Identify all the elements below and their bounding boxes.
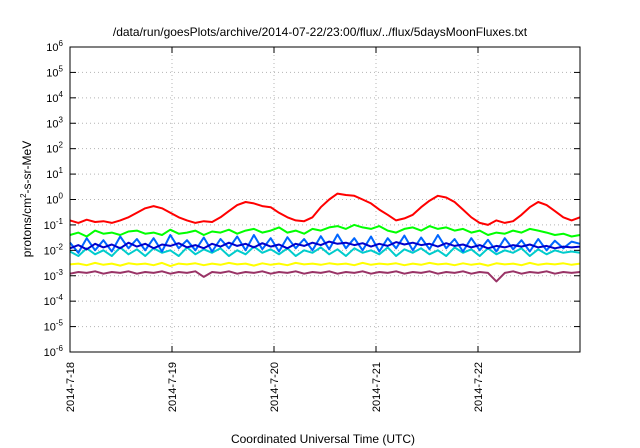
x-tick-label: 2014-7-21 <box>371 362 383 412</box>
x-tick-label: 2014-7-20 <box>269 362 281 412</box>
series-group <box>69 192 581 283</box>
series-line-6 <box>69 261 581 268</box>
series-line-1 <box>69 192 581 226</box>
x-tick-label: 2014-7-19 <box>167 362 179 412</box>
y-tick-label: 102 <box>46 141 63 156</box>
x-tick-label: 2014-7-18 <box>65 362 77 412</box>
x-axis: 2014-7-18 2014-7-19 2014-7-20 2014-7-21 2014… <box>65 47 485 412</box>
series-line-3 <box>69 245 581 257</box>
y-tick-label: 105 <box>46 64 63 79</box>
x-tick-label: 2014-7-22 <box>473 362 485 412</box>
y-tick-label: 10-4 <box>44 293 64 308</box>
series-line-2 <box>69 223 581 238</box>
chart-title: /data/run/goesPlots/archive/2014-07-22/2… <box>113 25 528 39</box>
y-axis-label-post: -s-sr-MeV <box>20 141 34 194</box>
y-tick-label: 101 <box>46 166 63 181</box>
y-tick-label: 106 <box>46 39 63 54</box>
y-tick-label: 100 <box>46 192 63 207</box>
x-axis-label: Coordinated Universal Time (UTC) <box>231 432 415 446</box>
grid-lines <box>70 47 580 352</box>
y-tick-label: 104 <box>46 90 63 105</box>
y-tick-label: 10-5 <box>44 319 64 334</box>
y-tick-label: 103 <box>46 115 63 130</box>
y-axis-label: protons/cm2-s-sr-MeV <box>19 141 34 257</box>
y-axis-label-pre: protons/cm <box>20 198 34 257</box>
series-line-5 <box>69 240 581 251</box>
y-tick-label: 10-6 <box>44 344 64 359</box>
y-axis: 106 105 104 103 102 101 100 10-1 10-2 10-3 10-4 10-… <box>44 39 580 359</box>
y-tick-label: 10-2 <box>44 242 64 257</box>
y-tick-label: 10-3 <box>44 268 64 283</box>
y-axis-label-sup: 2 <box>19 193 28 198</box>
y-tick-label: 10-1 <box>44 217 64 232</box>
series-line-7 <box>69 270 581 283</box>
